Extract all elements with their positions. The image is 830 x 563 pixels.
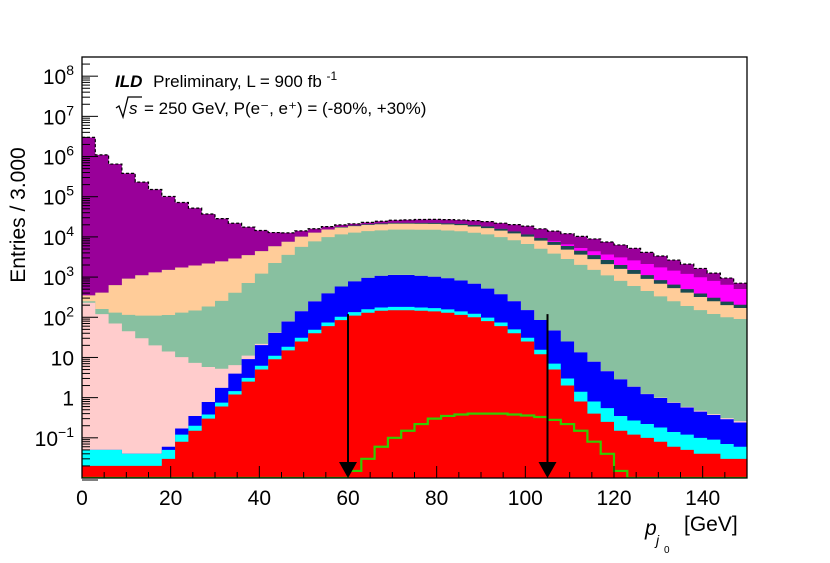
y-tick-label: 105	[43, 183, 74, 210]
signal-histogram	[82, 412, 747, 478]
svg-text:ILD Preliminary, L = 900: ILD Preliminary, L = 900 fb -1	[115, 69, 338, 91]
x-axis-unit: [GeV]	[684, 513, 738, 536]
cut-arrow-head	[538, 462, 557, 478]
x-tick-label: 100	[508, 487, 543, 510]
y-tick-label: 104	[43, 223, 74, 250]
x-tick-label: 60	[336, 487, 359, 510]
x-tick-label: 20	[159, 487, 182, 510]
y-tick-label: 10−1	[35, 424, 75, 451]
y-tick-label: 103	[43, 263, 74, 290]
plot-header: ILD Preliminary, L = 900 fb -1 s = 250 G…	[115, 69, 426, 120]
header-beam-params: = 250 GeV, P(e⁻, e⁺) = (-80%, +30%)	[144, 99, 426, 118]
cut-arrow-head	[339, 462, 357, 478]
y-tick-label: 102	[43, 303, 74, 330]
x-tick-label: 0	[76, 487, 88, 510]
y-tick-label: 108	[43, 62, 74, 89]
total-outline	[82, 136, 747, 284]
x-axis-title: p j 0 [GeV]	[644, 513, 738, 556]
y-tick-label: 10	[51, 347, 74, 370]
stacked-histogram	[82, 136, 747, 478]
x-tick-label: 40	[248, 487, 271, 510]
x-axis-sub: j	[654, 532, 660, 548]
header-brand: ILD	[115, 72, 142, 91]
header-luminosity: Preliminary, L = 900 fb	[153, 72, 322, 91]
y-tick-label: 1	[62, 388, 74, 411]
cut-arrows	[339, 314, 557, 478]
sqrt-symbol: s	[115, 96, 142, 120]
sqrt-s-label: s	[129, 99, 138, 118]
y-tick-label: 106	[43, 143, 74, 170]
stack-red	[82, 310, 747, 478]
x-tick-label: 120	[596, 487, 631, 510]
y-tick-label: 107	[43, 102, 74, 129]
signal-line	[82, 412, 747, 478]
header-luminosity-exp: -1	[327, 69, 338, 83]
x-tick-label: 140	[685, 487, 720, 510]
y-axis-title: Entries / 3.000	[7, 147, 30, 282]
x-axis-subsub: 0	[664, 545, 670, 556]
x-tick-label: 80	[425, 487, 448, 510]
x-axis-var: p	[644, 517, 657, 540]
axes: 0 20 40 60 80 100 120 140 10−1 1 10 102 103 104 105 106…	[35, 56, 748, 510]
